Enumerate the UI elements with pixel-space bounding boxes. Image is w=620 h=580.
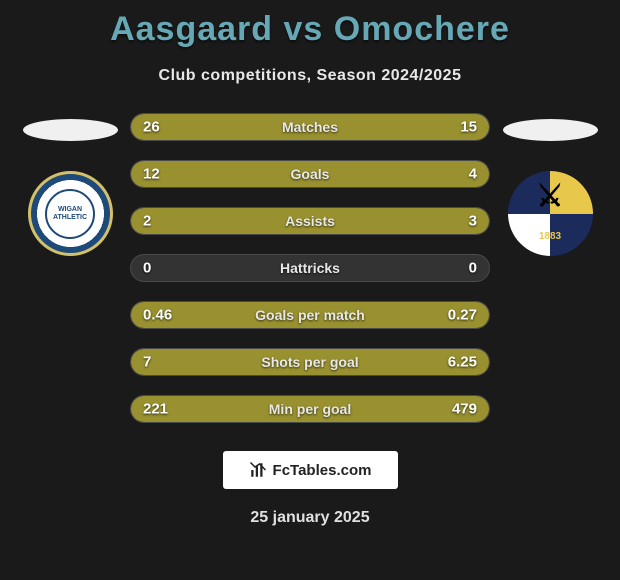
stat-value-left: 221 xyxy=(143,401,168,418)
stat-label: Min per goal xyxy=(269,401,351,417)
stats-bars: 2615Matches124Goals23Assists00Hattricks0… xyxy=(130,113,490,423)
left-club-badge: WIGAN ATHLETIC xyxy=(28,171,113,256)
right-club-badge-year: 1883 xyxy=(539,231,561,242)
stat-value-left: 2 xyxy=(143,213,151,230)
stat-value-right: 6.25 xyxy=(448,354,477,371)
stat-label: Shots per goal xyxy=(261,354,358,370)
pirate-icon: ⚔ xyxy=(537,179,564,214)
stat-row: 12 4 Goals xyxy=(130,160,490,188)
left-player-column: WIGAN ATHLETIC xyxy=(10,113,130,256)
stat-fill-left xyxy=(131,161,400,187)
right-player-column: ⚔ 1883 xyxy=(490,113,610,256)
stat-row: 26 15 Matches xyxy=(130,113,490,141)
right-club-badge: ⚔ 1883 xyxy=(508,171,593,256)
subtitle: Club competitions, Season 2024/2025 xyxy=(0,67,620,85)
stat-row: 7 6.25 Shots per goal xyxy=(130,348,490,376)
stat-label: Hattricks xyxy=(280,260,340,276)
stat-row: 0.46 0.27 Goals per match xyxy=(130,301,490,329)
stat-row: 2 3 Assists xyxy=(130,207,490,235)
stat-value-right: 3 xyxy=(469,213,477,230)
stat-value-right: 15 xyxy=(460,119,477,136)
stat-row: 0 0 Hattricks xyxy=(130,254,490,282)
stat-value-right: 0.27 xyxy=(448,307,477,324)
stat-label: Goals per match xyxy=(255,307,365,323)
chart-icon xyxy=(249,461,267,479)
stat-value-left: 0.46 xyxy=(143,307,172,324)
page-title: Aasgaard vs Omochere xyxy=(0,0,620,49)
date-text: 25 january 2025 xyxy=(0,509,620,527)
stat-value-right: 4 xyxy=(469,166,477,183)
stat-label: Goals xyxy=(291,166,330,182)
stat-label: Matches xyxy=(282,119,338,135)
stat-row: 221 479 Min per goal xyxy=(130,395,490,423)
branding-text: FcTables.com xyxy=(273,462,372,479)
stat-value-left: 12 xyxy=(143,166,160,183)
stat-value-right: 0 xyxy=(469,260,477,277)
left-club-badge-text: WIGAN ATHLETIC xyxy=(45,189,95,239)
stat-label: Assists xyxy=(285,213,335,229)
branding-box: FcTables.com xyxy=(223,451,398,489)
left-player-portrait-placeholder xyxy=(23,119,118,141)
stat-value-left: 7 xyxy=(143,354,151,371)
stat-value-right: 479 xyxy=(452,401,477,418)
right-player-portrait-placeholder xyxy=(503,119,598,141)
comparison-panel: WIGAN ATHLETIC 26 15 Matches 12 4 Goals 2 3 Assi… xyxy=(0,113,620,423)
stat-fill-left xyxy=(131,208,274,234)
stat-value-left: 26 xyxy=(143,119,160,136)
stat-value-left: 0 xyxy=(143,260,151,277)
